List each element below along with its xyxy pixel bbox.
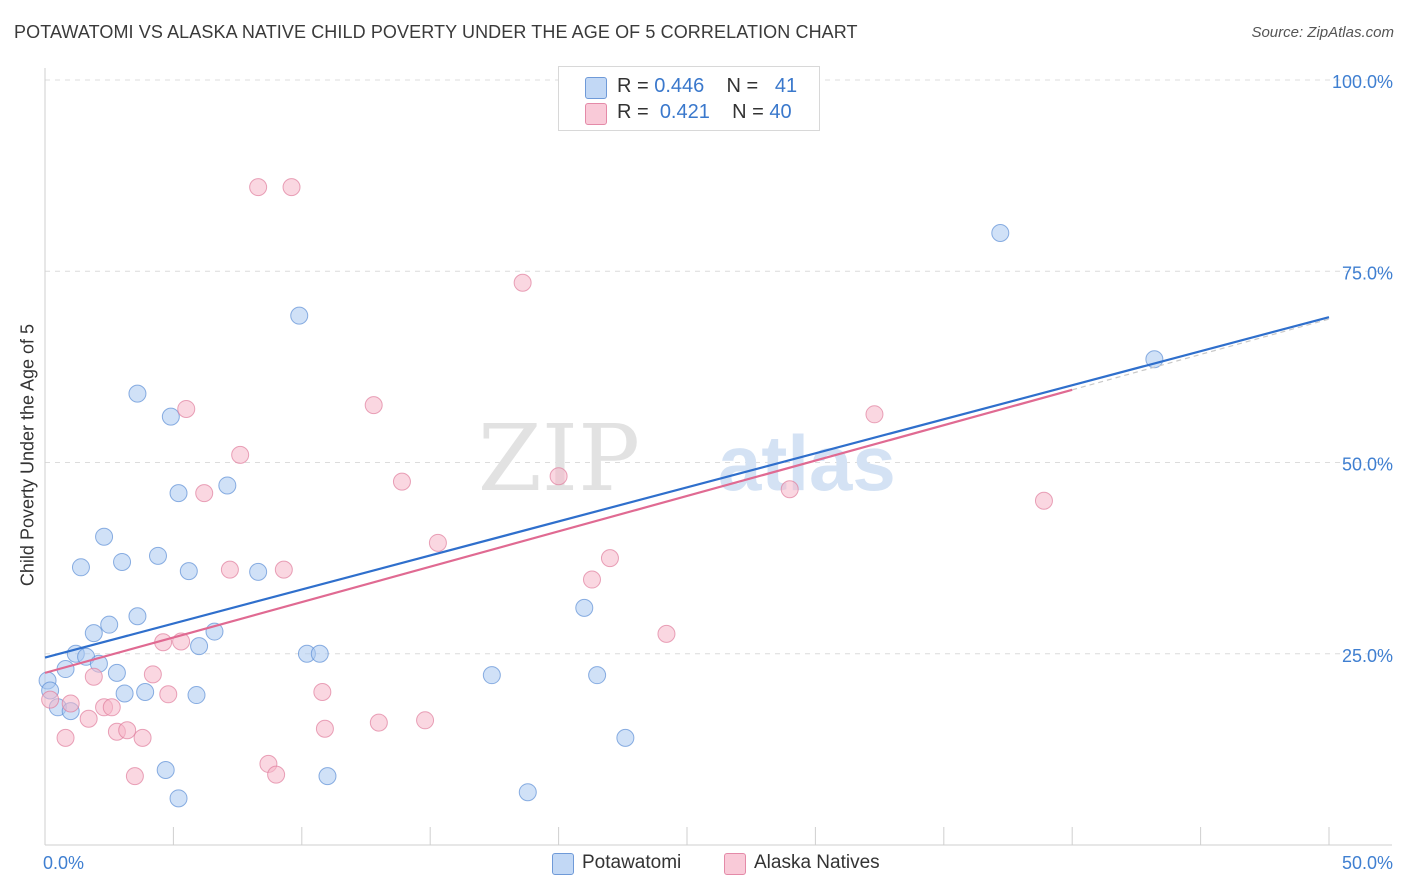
potawatomi-point <box>249 562 268 581</box>
y-axis-label: Child Poverty Under the Age of 5 <box>17 323 38 587</box>
alaska-natives-point <box>195 484 214 503</box>
alaska-natives-point <box>61 694 80 713</box>
legend-label: Potawatomi <box>582 852 682 873</box>
alaska-natives-swatch <box>724 853 746 875</box>
potawatomi-point <box>318 767 337 786</box>
potawatomi-point <box>156 761 175 780</box>
alaska-natives-point <box>657 624 676 643</box>
potawatomi-point <box>84 624 103 643</box>
potawatomi-point <box>169 484 188 503</box>
alaska-natives-point <box>364 396 383 415</box>
y-tick-label: 100.0% <box>1332 72 1393 92</box>
n-value: 41 <box>774 75 798 97</box>
alaska-natives-trend-extension <box>1072 318 1330 391</box>
alaska-natives-point <box>249 178 268 197</box>
alaska-natives-point <box>369 713 388 732</box>
potawatomi-point <box>107 663 126 682</box>
alaska-natives-point <box>313 683 332 701</box>
potawatomi-point <box>482 666 501 685</box>
tick-labels: 25.0% 50.0% 75.0% 100.0% 0.0% 50.0% <box>43 72 1393 873</box>
alaska-natives-point <box>274 560 293 579</box>
alaska-natives-point <box>780 480 799 499</box>
y-tick-label: 25.0% <box>1342 646 1393 666</box>
alaska-natives-swatch <box>585 103 607 125</box>
n-value: 40 <box>769 101 792 123</box>
potawatomi-point <box>113 552 132 571</box>
r-value: 0.421 <box>659 101 710 123</box>
alaska-natives-point <box>118 721 137 740</box>
alaska-natives-point <box>177 399 196 418</box>
points-layer <box>38 67 1164 808</box>
alaska-natives-point <box>1034 491 1053 510</box>
alaska-natives-point <box>56 728 75 747</box>
x-tick-label: 0.0% <box>43 853 84 873</box>
potawatomi-point <box>190 637 209 656</box>
potawatomi-trend-line <box>44 316 1330 659</box>
alaska-natives-point <box>220 560 239 579</box>
potawatomi-point <box>179 562 198 581</box>
alaska-natives-point <box>549 467 568 486</box>
potawatomi-point <box>148 546 167 565</box>
n-label: N = <box>732 101 770 123</box>
x-tick-label: 50.0% <box>1342 853 1393 873</box>
r-label: R = <box>617 101 655 123</box>
alaska-natives-point <box>133 728 152 747</box>
alaska-natives-point <box>159 685 178 704</box>
potawatomi-point <box>100 615 119 634</box>
alaska-natives-trend-line <box>44 388 1073 674</box>
potawatomi-point <box>95 527 114 546</box>
potawatomi-swatch <box>585 77 607 99</box>
legend-label: Alaska Natives <box>754 852 880 873</box>
potawatomi-point <box>169 789 188 808</box>
alaska-natives-point <box>102 698 121 717</box>
potawatomi-point <box>187 686 206 705</box>
potawatomi-point <box>71 558 90 577</box>
alaska-natives-point <box>267 765 286 784</box>
y-tick-label: 50.0% <box>1342 455 1393 475</box>
alaska-natives-point <box>41 690 60 709</box>
r-value: 0.446 <box>654 75 705 97</box>
potawatomi-point <box>575 598 594 617</box>
source-label: Source: ZipAtlas.com <box>1251 24 1394 41</box>
potawatomi-point <box>290 306 309 325</box>
potawatomi-point <box>310 644 329 663</box>
alaska-natives-point <box>79 709 98 728</box>
alaska-natives-point <box>315 719 334 738</box>
alaska-natives-point <box>143 665 162 684</box>
potawatomi-swatch <box>552 853 574 875</box>
alaska-natives-point <box>416 711 435 730</box>
alaska-natives-point <box>600 549 619 568</box>
n-label: N = <box>726 75 764 97</box>
correlation-legend: R = 0.446 N = 41 R = 0.421 N = 40 <box>558 66 820 131</box>
trend-layer <box>44 316 1330 674</box>
alaska-natives-point <box>582 570 601 589</box>
potawatomi-point <box>616 728 635 747</box>
alaska-natives-point <box>865 405 884 424</box>
alaska-natives-point <box>231 445 250 464</box>
watermark-zip: ZIP <box>478 405 640 512</box>
potawatomi-point <box>218 476 237 495</box>
alaska-natives-point <box>513 273 532 292</box>
alaska-natives-point <box>282 178 301 197</box>
potawatomi-point <box>115 684 134 703</box>
potawatomi-point <box>128 607 147 626</box>
y-tick-label: 75.0% <box>1342 263 1393 283</box>
axes-layer <box>44 68 1392 846</box>
potawatomi-point <box>161 407 180 426</box>
alaska-natives-point <box>125 767 144 786</box>
potawatomi-point <box>518 783 537 802</box>
potawatomi-point <box>588 666 607 685</box>
grid-layer <box>45 79 1392 655</box>
alaska-natives-point <box>392 472 411 491</box>
alaska-natives-point <box>84 667 103 686</box>
alaska-natives-point <box>428 533 447 552</box>
potawatomi-point <box>136 683 155 701</box>
r-label: R = <box>617 75 655 97</box>
potawatomi-point <box>991 224 1010 242</box>
chart-title: POTAWATOMI VS ALASKA NATIVE CHILD POVERT… <box>14 22 858 42</box>
potawatomi-point <box>128 384 147 403</box>
